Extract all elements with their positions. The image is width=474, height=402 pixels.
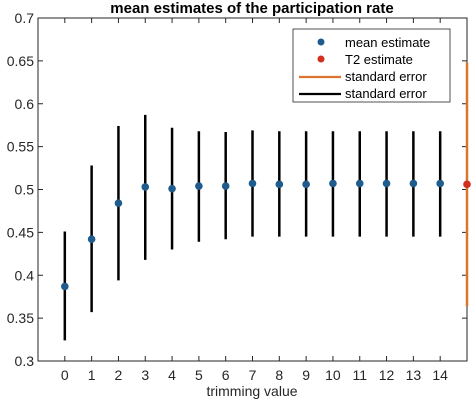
data-point xyxy=(382,179,391,188)
data-point xyxy=(221,182,230,190)
x-tick-label: 6 xyxy=(222,367,230,383)
y-tick-label: 0.7 xyxy=(15,10,35,26)
x-tick-label: 10 xyxy=(325,367,341,383)
data-point xyxy=(195,182,203,190)
data-point xyxy=(302,180,310,189)
data-point xyxy=(436,179,444,188)
data-point xyxy=(168,184,176,193)
legend-marker-t2-estimate xyxy=(317,55,325,63)
chart-title: mean estimates of the participation rate xyxy=(110,0,393,17)
data-point xyxy=(141,183,150,191)
data-point xyxy=(248,179,257,188)
x-tick-label: 13 xyxy=(406,367,422,383)
y-tick-label: 0.55 xyxy=(7,139,34,155)
legend-label-mean-estimate: mean estimate xyxy=(345,35,430,50)
legend-marker-mean-estimate xyxy=(317,38,325,46)
y-tick-label: 0.6 xyxy=(15,96,35,112)
x-tick-label: 5 xyxy=(195,367,203,383)
data-point xyxy=(329,179,337,188)
data-point xyxy=(409,179,418,188)
x-tick-label: 7 xyxy=(249,367,257,383)
x-axis-label: trimming value xyxy=(206,383,297,399)
legend-label-orange-standard-error: standard error xyxy=(345,69,427,84)
data-point xyxy=(114,199,123,208)
y-tick-label: 0.5 xyxy=(15,182,35,198)
data-points xyxy=(61,179,471,291)
y-tick-label: 0.35 xyxy=(7,310,34,326)
x-tick-label: 9 xyxy=(302,367,310,383)
x-tick-label: 3 xyxy=(141,367,149,383)
x-tick-label: 14 xyxy=(432,367,448,383)
x-axis: 0 1 2 3 4 5 6 7 8 9 10 11 12 13 14 xyxy=(61,18,448,383)
y-tick-label: 0.4 xyxy=(15,267,35,283)
data-point xyxy=(275,180,284,189)
legend-label-t2-estimate: T2 estimate xyxy=(345,52,413,67)
y-tick-label: 0.65 xyxy=(7,53,34,69)
y-axis: 0.3 0.35 0.4 0.45 0.5 0.55 0.6 0.65 0.7 xyxy=(7,10,467,369)
data-point xyxy=(355,179,364,188)
data-point xyxy=(463,180,471,189)
x-tick-label: 0 xyxy=(61,367,69,383)
x-tick-label: 8 xyxy=(275,367,283,383)
x-tick-label: 1 xyxy=(88,367,96,383)
legend-label-black-standard-error: standard error xyxy=(345,86,427,101)
x-tick-label: 4 xyxy=(168,367,176,383)
data-point xyxy=(87,235,96,244)
y-tick-label: 0.45 xyxy=(7,224,34,240)
x-tick-label: 2 xyxy=(115,367,123,383)
legend: mean estimate T2 estimate standard error… xyxy=(292,28,451,103)
x-tick-label: 11 xyxy=(352,367,367,383)
data-point xyxy=(61,282,69,291)
y-tick-label: 0.3 xyxy=(15,353,35,369)
x-tick-label: 12 xyxy=(379,367,395,383)
